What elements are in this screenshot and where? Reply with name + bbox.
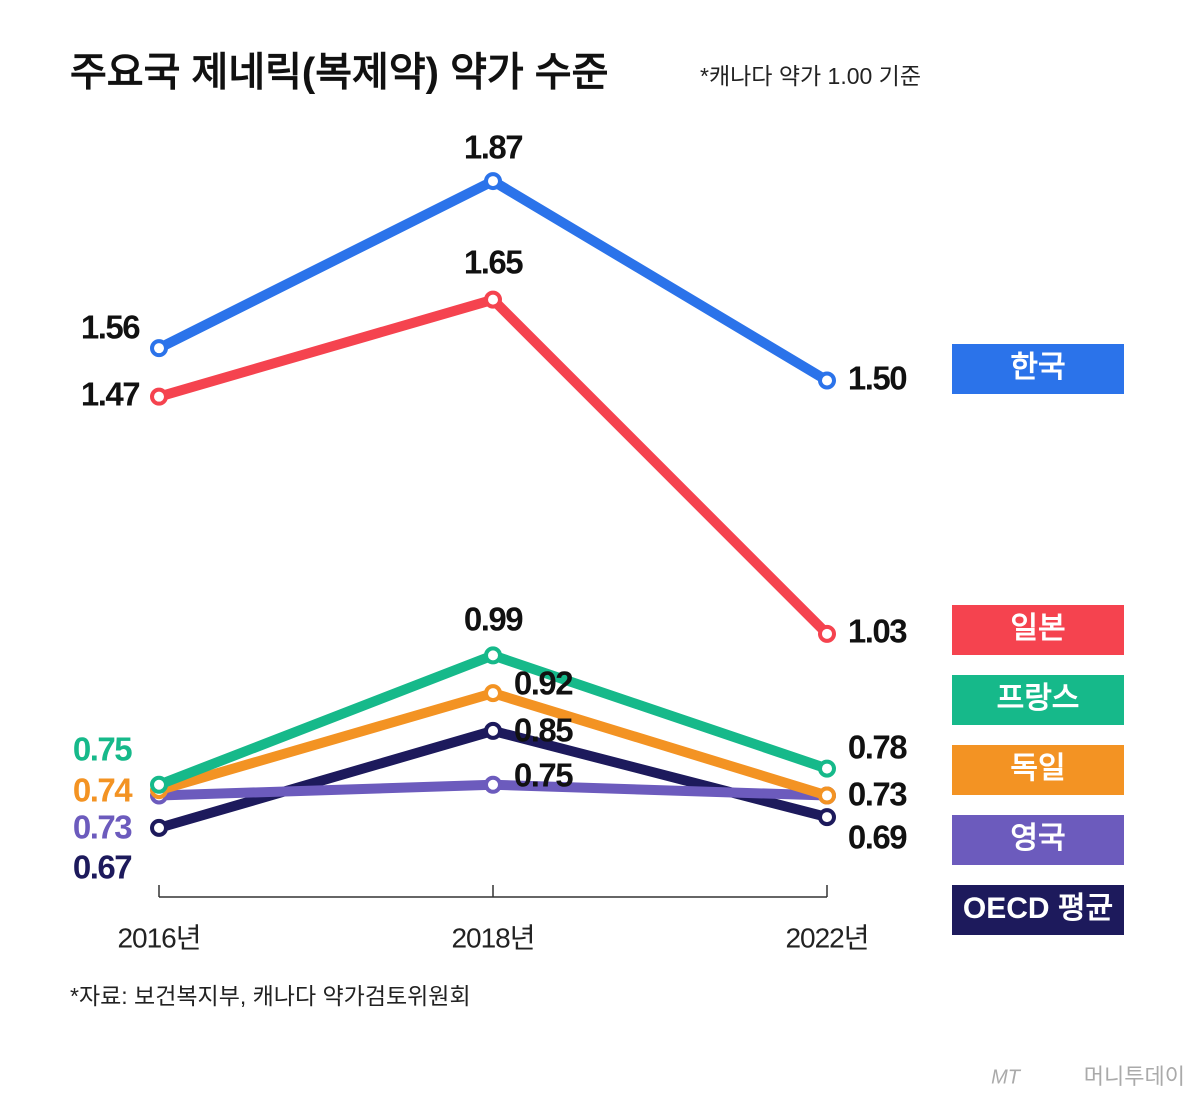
point bbox=[150, 775, 168, 794]
data-label: 0.74 bbox=[73, 772, 133, 809]
source: *자료: 보건복지부, 캐나다 약가검토위원회 bbox=[70, 983, 471, 1009]
series-line bbox=[156, 176, 830, 385]
data-label: 0.92 bbox=[514, 665, 573, 702]
point bbox=[150, 387, 168, 406]
data-label: 0.78 bbox=[848, 729, 907, 766]
data-label: 0.75 bbox=[514, 757, 573, 794]
legend-swatch bbox=[952, 344, 1124, 394]
x-tick-label: 2018년 bbox=[451, 922, 534, 953]
point bbox=[818, 759, 836, 778]
chart-title: 주요국 제네릭(복제약) 약가 수준 bbox=[70, 51, 608, 95]
legend-label: 영국 bbox=[1010, 822, 1065, 855]
data-label: 0.67 bbox=[73, 849, 131, 886]
legend-swatch bbox=[952, 675, 1124, 725]
data-label: 0.75 bbox=[73, 731, 132, 768]
data-label: 0.73 bbox=[73, 809, 132, 846]
legend-label: 한국 bbox=[1010, 351, 1065, 384]
point bbox=[484, 646, 502, 665]
data-label: 0.99 bbox=[464, 601, 523, 638]
point bbox=[484, 172, 502, 191]
series-line bbox=[157, 294, 831, 638]
legend-swatch bbox=[952, 885, 1124, 935]
point bbox=[484, 684, 502, 703]
point bbox=[150, 818, 168, 837]
data-label: 1.56 bbox=[81, 309, 140, 346]
data-label: 1.03 bbox=[848, 613, 907, 650]
data-label: 0.73 bbox=[848, 776, 907, 813]
watermark-logo: MT bbox=[991, 1066, 1022, 1088]
data-label: 1.65 bbox=[464, 244, 523, 281]
point bbox=[818, 808, 836, 827]
legend-swatch bbox=[952, 605, 1124, 655]
point bbox=[150, 339, 168, 358]
point bbox=[484, 775, 502, 794]
legend-label: 일본 bbox=[1010, 612, 1065, 645]
point bbox=[484, 290, 502, 309]
data-label: 1.50 bbox=[848, 360, 906, 397]
data-label: 1.87 bbox=[464, 129, 522, 166]
point bbox=[818, 624, 836, 643]
watermark: 머니투데이 bbox=[1084, 1064, 1185, 1089]
data-label: 0.85 bbox=[514, 712, 573, 749]
data-label: 0.69 bbox=[848, 819, 907, 856]
legend-swatch bbox=[952, 815, 1124, 865]
legend-label: 프랑스 bbox=[997, 682, 1080, 715]
legend-label: 독일 bbox=[1010, 752, 1065, 785]
legend-swatch bbox=[952, 745, 1124, 795]
chart-subtitle: *캐나다 약가 1.00 기준 bbox=[700, 63, 921, 89]
legend-label: OECD 평균 bbox=[963, 892, 1113, 925]
x-tick-label: 2022년 bbox=[785, 922, 868, 953]
data-label: 1.47 bbox=[81, 376, 139, 413]
x-tick-label: 2016년 bbox=[117, 922, 200, 953]
point bbox=[484, 721, 502, 740]
point bbox=[818, 371, 836, 390]
point bbox=[818, 786, 836, 805]
